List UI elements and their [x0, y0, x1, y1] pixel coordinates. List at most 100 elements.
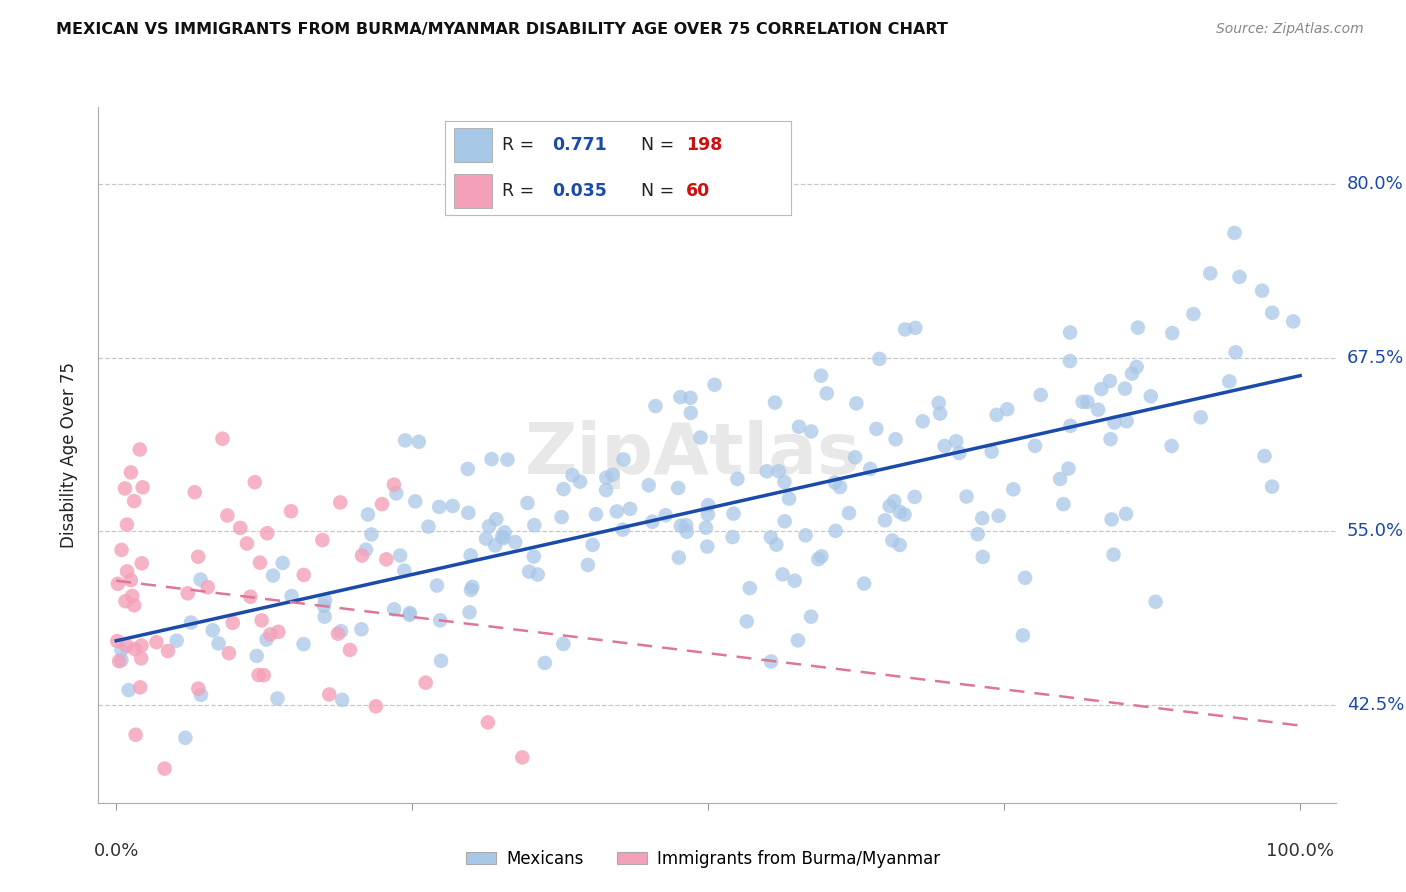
Point — [1014, 571, 1036, 585]
Point — [828, 480, 851, 494]
Point — [945, 434, 967, 449]
Point — [873, 513, 896, 527]
Point — [595, 470, 617, 484]
Point — [266, 691, 288, 706]
Point — [576, 558, 599, 572]
Point — [427, 500, 450, 514]
Point — [457, 462, 479, 476]
Point — [697, 498, 720, 512]
Point — [845, 396, 868, 410]
Point — [492, 531, 515, 545]
Point — [644, 399, 666, 413]
Point — [166, 633, 188, 648]
Point — [105, 634, 128, 648]
Point — [824, 524, 846, 538]
Point — [145, 635, 167, 649]
Point — [893, 508, 915, 522]
Point — [668, 550, 690, 565]
Point — [703, 377, 725, 392]
Point — [1098, 374, 1121, 388]
Point — [110, 542, 132, 557]
Point — [606, 504, 628, 518]
Point — [385, 486, 408, 500]
Point — [121, 589, 143, 603]
Point — [810, 549, 832, 564]
Point — [1125, 359, 1147, 374]
Point — [280, 589, 302, 603]
Point — [491, 530, 513, 544]
Point — [1115, 507, 1137, 521]
Point — [773, 475, 796, 489]
Point — [787, 419, 810, 434]
Point — [1090, 382, 1112, 396]
Point — [669, 390, 692, 404]
Point — [928, 396, 950, 410]
Point — [810, 368, 832, 383]
Point — [478, 519, 501, 533]
Point — [458, 605, 481, 619]
Point — [129, 681, 152, 695]
Point — [1115, 414, 1137, 428]
Point — [496, 452, 519, 467]
Point — [1126, 320, 1149, 334]
Point — [675, 518, 697, 533]
Point — [394, 564, 416, 578]
Point — [980, 444, 1002, 458]
Point — [330, 624, 353, 639]
Point — [581, 538, 603, 552]
Point — [868, 351, 890, 366]
Point — [824, 475, 846, 490]
Point — [124, 642, 146, 657]
Point — [1059, 418, 1081, 433]
Point — [1002, 483, 1025, 497]
Point — [314, 593, 336, 607]
Point — [259, 627, 281, 641]
Point — [972, 511, 994, 525]
Point — [1144, 595, 1167, 609]
Point — [759, 655, 782, 669]
Point — [1121, 367, 1143, 381]
Point — [250, 614, 273, 628]
Point — [794, 528, 817, 542]
Point — [1199, 266, 1222, 280]
Point — [765, 538, 787, 552]
Point — [429, 613, 451, 627]
Point — [1229, 269, 1251, 284]
Point — [553, 482, 575, 496]
Point — [723, 507, 745, 521]
Point — [339, 643, 361, 657]
Point — [1114, 382, 1136, 396]
Text: 100.0%: 100.0% — [1267, 842, 1334, 860]
Point — [889, 538, 911, 552]
Point — [1182, 307, 1205, 321]
Point — [382, 602, 405, 616]
Point — [180, 615, 202, 630]
Point — [987, 508, 1010, 523]
Point — [883, 494, 905, 508]
Point — [364, 699, 387, 714]
Point — [314, 609, 336, 624]
Point — [229, 521, 252, 535]
Point — [120, 573, 142, 587]
Point — [430, 654, 453, 668]
Point — [1282, 314, 1305, 328]
Point — [201, 624, 224, 638]
Point — [1049, 472, 1071, 486]
Point — [853, 576, 876, 591]
Point — [641, 515, 664, 529]
Point — [124, 728, 146, 742]
Point — [222, 615, 245, 630]
Point — [1223, 226, 1246, 240]
Point — [129, 651, 152, 665]
Point — [1251, 284, 1274, 298]
Point — [585, 508, 607, 522]
Point — [929, 407, 952, 421]
Point — [107, 577, 129, 591]
Point — [679, 391, 702, 405]
Point — [292, 568, 315, 582]
Point — [1261, 479, 1284, 493]
Point — [807, 552, 830, 566]
Point — [329, 495, 352, 509]
Point — [249, 556, 271, 570]
Point — [1029, 388, 1052, 402]
